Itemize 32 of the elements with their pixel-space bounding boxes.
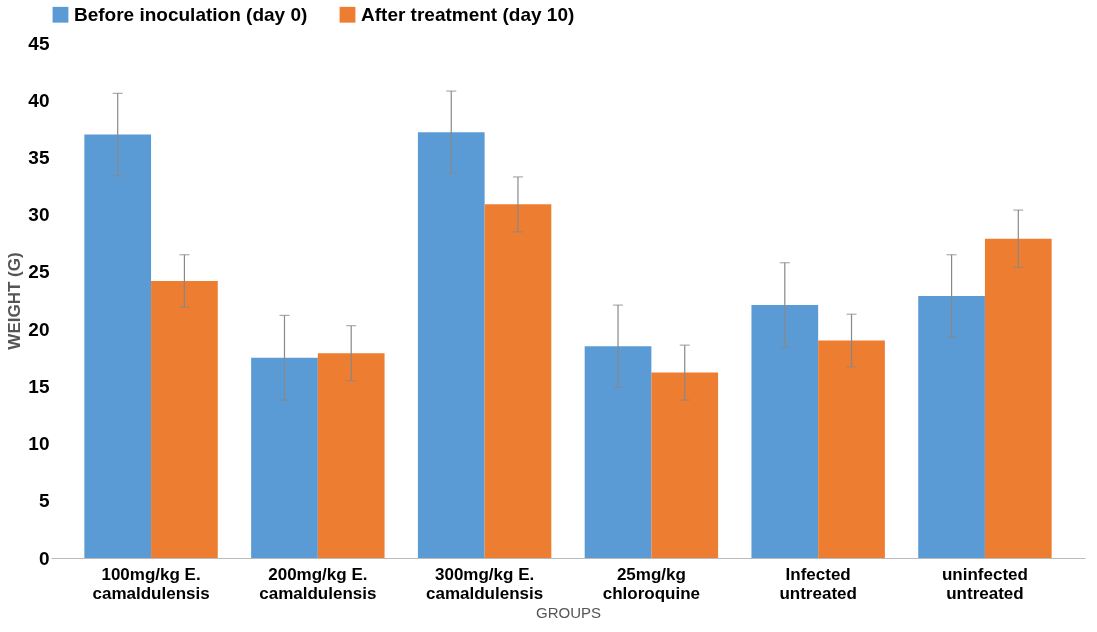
y-tick-label: 0 [38,547,50,569]
y-tick-label: 20 [28,318,50,340]
legend-label: After treatment (day 10) [361,3,575,25]
y-tick-label: 5 [38,490,50,512]
y-tick-label: 15 [28,375,50,397]
x-tick-label: Infected untreated [779,564,857,603]
y-tick-label: 35 [28,146,50,168]
bar [984,238,1052,558]
bar [751,305,819,558]
x-tick-label: 100mg/kg E. camaldulensis [92,564,210,603]
y-tick-label: 25 [28,261,50,283]
bar [918,295,985,558]
legend-label: Before inoculation (day 0) [74,3,308,25]
bar [84,134,152,558]
bar [417,132,485,558]
x-tick-label: 25mg/kg chloroquine [602,564,701,603]
y-tick-label: 40 [28,89,50,111]
y-tick-label: 10 [28,433,50,455]
y-tick-label: 30 [28,204,50,226]
y-axis-title: WEIGHT (G) [5,252,25,350]
y-tick-label: 45 [28,32,50,54]
bar [151,281,218,558]
bar [818,340,885,558]
bar [317,353,385,558]
x-tick-label: uninfected untreated [941,564,1028,603]
x-axis-title: GROUPS [535,603,602,621]
x-tick-label: 300mg/kg E. camaldulensis [426,564,544,603]
bar [484,204,552,558]
bar [584,346,652,558]
bar [251,357,318,558]
bar [651,372,719,558]
x-tick-label: 200mg/kg E. camaldulensis [259,564,377,603]
